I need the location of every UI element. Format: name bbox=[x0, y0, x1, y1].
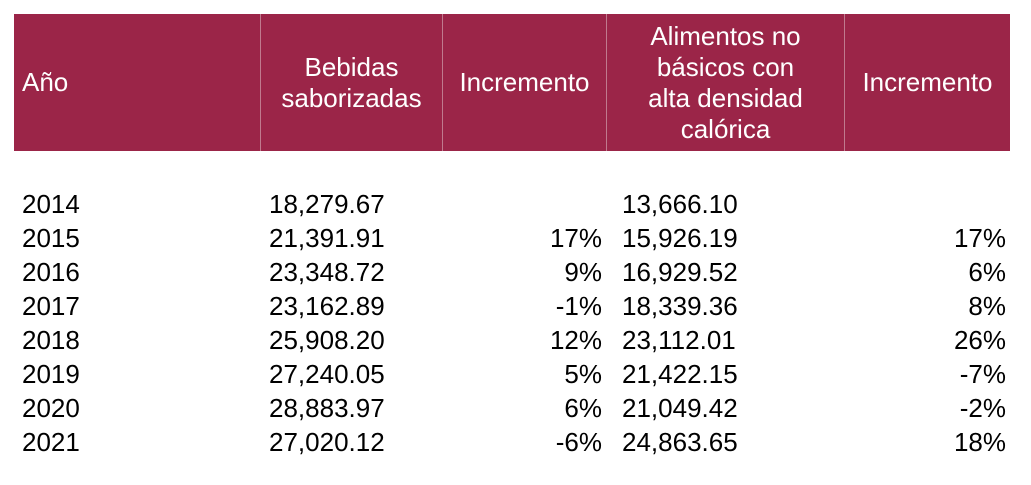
cell-incremento-1: 6% bbox=[564, 393, 602, 423]
table-body: 2014 18,279.67 13,666.10 2015 21,391.91 … bbox=[14, 187, 1010, 459]
cell-alimentos: 24,863.65 bbox=[622, 427, 738, 457]
cell-incremento-1: 9% bbox=[564, 257, 602, 287]
cell-bebidas: 28,883.97 bbox=[269, 393, 385, 423]
cell-year: 2020 bbox=[22, 393, 80, 423]
cell-incremento-1: 5% bbox=[564, 359, 602, 389]
table-row: 2020 28,883.97 6% 21,049.42 -2% bbox=[14, 391, 1010, 425]
cell-incremento-1: -6% bbox=[555, 427, 602, 457]
cell-bebidas: 25,908.20 bbox=[269, 325, 385, 355]
table-row: 2018 25,908.20 12% 23,112.01 26% bbox=[14, 323, 1010, 357]
cell-year: 2017 bbox=[22, 291, 80, 321]
cell-incremento-2: -2% bbox=[959, 393, 1006, 423]
header-alimentos-label: Alimentos no básicos con alta densidad c… bbox=[648, 20, 803, 144]
table-header-row: Año Bebidas saborizadas Incremento Alime… bbox=[14, 14, 1010, 151]
header-incremento-1: Incremento bbox=[442, 14, 606, 151]
cell-incremento-2: -7% bbox=[959, 359, 1006, 389]
cell-alimentos: 18,339.36 bbox=[622, 291, 738, 321]
header-bebidas-label: Bebidas saborizadas bbox=[281, 51, 422, 113]
cell-incremento-2: 17% bbox=[953, 223, 1006, 253]
cell-bebidas: 18,279.67 bbox=[269, 189, 385, 219]
cell-alimentos: 21,422.15 bbox=[622, 359, 738, 389]
header-year-label: Año bbox=[22, 67, 69, 97]
header-incremento-2-label: Incremento bbox=[862, 67, 993, 97]
cell-bebidas: 23,162.89 bbox=[269, 291, 385, 321]
table-row: 2019 27,240.05 5% 21,422.15 -7% bbox=[14, 357, 1010, 391]
cell-year: 2014 bbox=[22, 189, 80, 219]
cell-incremento-1: 17% bbox=[549, 223, 602, 253]
cell-bebidas: 23,348.72 bbox=[269, 257, 385, 287]
cell-alimentos: 13,666.10 bbox=[622, 189, 738, 219]
cell-bebidas: 27,020.12 bbox=[269, 427, 385, 457]
data-table: Año Bebidas saborizadas Incremento Alime… bbox=[14, 14, 1010, 457]
cell-incremento-2: 26% bbox=[953, 325, 1006, 355]
header-year: Año bbox=[14, 14, 260, 151]
cell-year: 2015 bbox=[22, 223, 80, 253]
cell-bebidas: 27,240.05 bbox=[269, 359, 385, 389]
table-row: 2017 23,162.89 -1% 18,339.36 8% bbox=[14, 289, 1010, 323]
cell-bebidas: 21,391.91 bbox=[269, 223, 385, 253]
header-incremento-1-label: Incremento bbox=[459, 67, 590, 97]
cell-alimentos: 21,049.42 bbox=[622, 393, 738, 423]
cell-incremento-2: 6% bbox=[968, 257, 1006, 287]
header-alimentos: Alimentos no básicos con alta densidad c… bbox=[606, 14, 844, 151]
table-row: 2014 18,279.67 13,666.10 bbox=[14, 187, 1010, 221]
cell-incremento-1: 12% bbox=[549, 325, 602, 355]
cell-alimentos: 23,112.01 bbox=[622, 325, 736, 355]
cell-alimentos: 16,929.52 bbox=[622, 257, 738, 287]
cell-alimentos: 15,926.19 bbox=[622, 223, 738, 253]
header-incremento-2: Incremento bbox=[844, 14, 1010, 151]
cell-year: 2016 bbox=[22, 257, 80, 287]
cell-year: 2021 bbox=[22, 427, 80, 457]
cell-year: 2018 bbox=[22, 325, 80, 355]
cell-incremento-2: 8% bbox=[968, 291, 1006, 321]
cell-incremento-2: 18% bbox=[953, 427, 1006, 457]
table-row: 2016 23,348.72 9% 16,929.52 6% bbox=[14, 255, 1010, 289]
table-row: 2021 27,020.12 -6% 24,863.65 18% bbox=[14, 425, 1010, 459]
header-bebidas: Bebidas saborizadas bbox=[260, 14, 442, 151]
table-row: 2015 21,391.91 17% 15,926.19 17% bbox=[14, 221, 1010, 255]
cell-year: 2019 bbox=[22, 359, 80, 389]
cell-incremento-1: -1% bbox=[555, 291, 602, 321]
